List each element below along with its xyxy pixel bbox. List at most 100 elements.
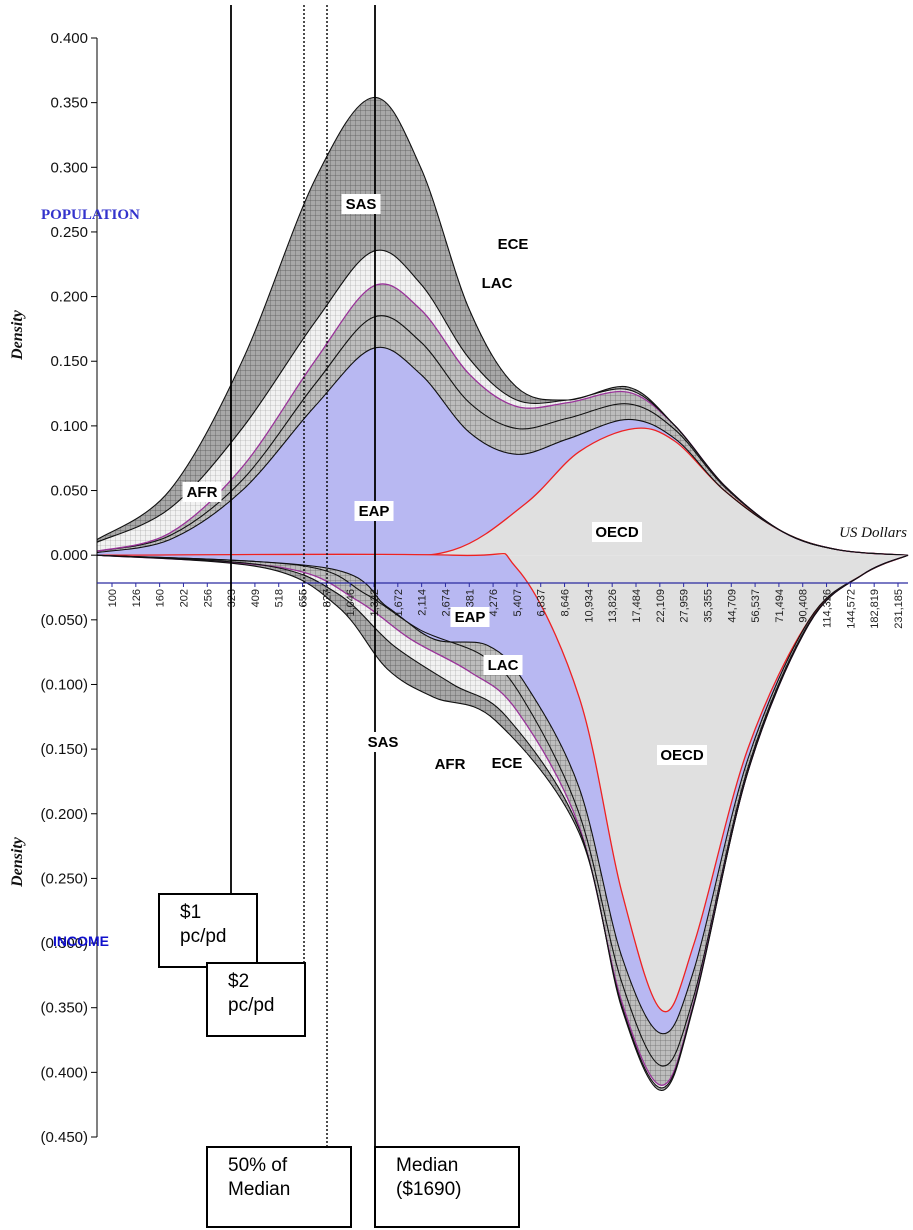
region-label-top-ece: ECE <box>498 236 529 253</box>
x-tick-label: 100 <box>107 589 119 607</box>
region-label-bg-bottom-ece <box>487 753 527 773</box>
y-tick-label: 0.200 <box>50 289 88 306</box>
area-bottom-lac <box>97 553 908 1034</box>
annotation-line: $2 <box>228 971 250 992</box>
region-label-bg-bottom-afr <box>430 754 470 774</box>
y-tick-label: (0.050) <box>40 612 88 629</box>
x-tick-label: 22,109 <box>655 589 667 623</box>
density-areas <box>96 96 909 1092</box>
x-tick-label: 518 <box>274 589 286 607</box>
x-tick-label: 27,959 <box>679 589 691 623</box>
x-axis-label: US Dollars <box>839 525 907 541</box>
region-label-bg-bottom-lac <box>483 655 523 675</box>
x-tick-label: 231,185 <box>893 589 905 629</box>
x-tick-label: 1,046 <box>345 589 357 617</box>
y-tick-label: (0.200) <box>40 806 88 823</box>
y-tick-label: (0.400) <box>40 1064 88 1081</box>
area-top-eap <box>97 315 908 556</box>
x-tick-label: 10,934 <box>583 589 595 623</box>
annotation-line: Median <box>396 1155 459 1176</box>
region-label-top-eap: EAP <box>359 503 390 520</box>
region-label-bg-top-lac <box>477 273 517 293</box>
x-tick-label: 126 <box>131 589 143 607</box>
region-label-bg-top-afr <box>182 482 222 502</box>
x-tick-label: 256 <box>202 589 214 607</box>
x-tick-label: 323 <box>226 589 238 607</box>
y-tick-label: 0.250 <box>50 224 88 241</box>
annotation-half-median: 50% of Median <box>206 1146 352 1228</box>
panel-label-population: POPULATION <box>41 207 140 223</box>
x-tick-label: 17,484 <box>631 589 643 623</box>
x-tick-label: 44,709 <box>726 589 738 623</box>
curve-top-sas <box>96 96 909 556</box>
region-label-bg-bottom-eap <box>450 607 490 627</box>
annotation-two-dollar: $2 pc/pd <box>206 962 306 1037</box>
x-tick-label: 144,572 <box>845 589 857 629</box>
x-tick-label: 182,819 <box>869 589 881 629</box>
region-label-bg-top-ece <box>493 234 533 254</box>
region-label-bottom-ece: ECE <box>492 755 523 772</box>
region-label-bottom-afr: AFR <box>435 756 466 773</box>
y-tick-label: 0.100 <box>50 418 88 435</box>
annotation-one-dollar: $1 pc/pd <box>158 893 258 968</box>
y-tick-label: (0.150) <box>40 741 88 758</box>
curve-bottom-sas <box>96 554 909 1092</box>
y-tick-label: 0.400 <box>50 30 88 47</box>
y-axis-label-top: Density <box>9 309 26 361</box>
area-bottom-eap <box>97 555 908 1067</box>
region-label-top-oecd: OECD <box>595 524 639 541</box>
annotation-line: ($1690) <box>396 1179 462 1200</box>
curve-bottom-eap <box>96 554 909 1067</box>
x-tick-label: 114,326 <box>822 589 834 628</box>
y-tick-label: (0.250) <box>40 870 88 887</box>
region-label-bg-top-eap <box>354 501 394 521</box>
x-tick-label: 5,407 <box>512 589 524 617</box>
region-label-top-lac: LAC <box>482 275 513 292</box>
y-tick-label: (0.100) <box>40 676 88 693</box>
curve-bottom-lac <box>96 554 909 1035</box>
region-label-top-sas: SAS <box>346 196 377 213</box>
x-tick-label: 71,494 <box>774 589 786 623</box>
y-tick-label: (0.450) <box>40 1129 88 1146</box>
x-tick-label: 56,537 <box>750 589 762 623</box>
annotation-line: pc/pd <box>228 995 275 1016</box>
y-tick-label: (0.300) <box>40 935 88 952</box>
y-axis-label-bottom: Density <box>9 836 26 888</box>
x-tick-label: 2,674 <box>440 589 452 617</box>
x-tick-label: 2,114 <box>417 589 429 616</box>
region-label-bottom-oecd: OECD <box>660 747 704 764</box>
region-label-top-afr: AFR <box>187 484 218 501</box>
region-label-bottom-lac: LAC <box>488 657 519 674</box>
region-label-bg-bottom-sas <box>363 732 403 752</box>
x-tick-label: 6,837 <box>536 589 548 617</box>
region-label-bg-top-sas <box>341 194 381 214</box>
area-top-lac <box>97 347 908 556</box>
region-label-bg-bottom-oecd <box>657 745 707 765</box>
x-tick-label: 4,276 <box>488 589 500 617</box>
area-bottom-oecd <box>97 553 908 1012</box>
x-tick-label: 35,355 <box>702 589 714 623</box>
area-top-sas <box>97 97 908 556</box>
x-tick-label: 90,408 <box>798 589 810 623</box>
y-tick-label: 0.050 <box>50 483 88 500</box>
region-label-bottom-sas: SAS <box>368 734 399 751</box>
x-tick-label: 13,826 <box>607 589 619 623</box>
y-tick-label: (0.350) <box>40 1000 88 1017</box>
annotation-median: Median ($1690) <box>374 1146 520 1228</box>
y-tick-label: 0.300 <box>50 159 88 176</box>
region-label-bg-top-oecd <box>592 522 642 542</box>
annotation-line: $1 <box>180 902 202 923</box>
panel-label-income: INCOME <box>53 933 109 949</box>
y-tick-label: 0.150 <box>50 353 88 370</box>
annotation-line: 50% of <box>228 1155 288 1176</box>
annotation-line: Median <box>228 1179 291 1200</box>
area-top-afr <box>97 250 908 556</box>
area-top-ece <box>97 283 908 556</box>
x-tick-label: 160 <box>155 589 167 607</box>
y-tick-label: 0.350 <box>50 95 88 112</box>
area-top-oecd <box>97 428 908 556</box>
x-tick-label: 202 <box>178 589 190 607</box>
axes: 0.400 0.350 0.300 0.250 0.200 0.150 0.100 0.050… <box>40 30 908 1146</box>
region-label-bottom-eap: EAP <box>455 609 486 626</box>
